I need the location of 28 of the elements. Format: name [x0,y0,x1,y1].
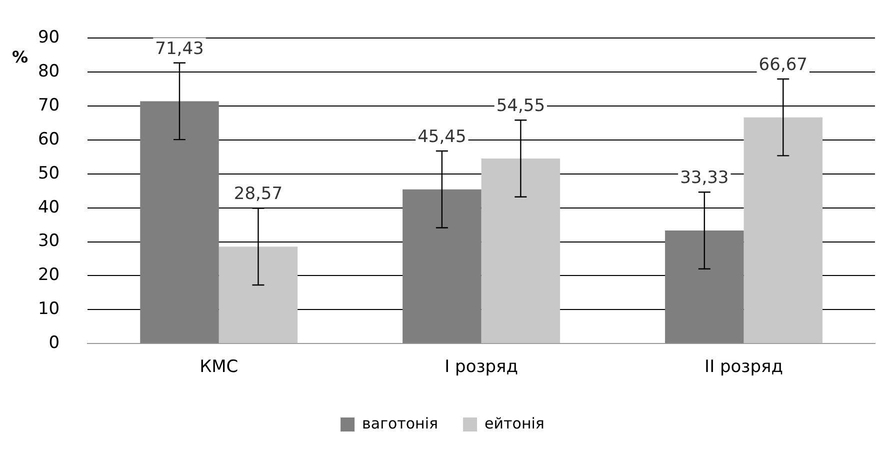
bar [218,246,298,344]
y-tick-label: 50 [38,163,60,184]
data-label: 45,45 [418,126,466,147]
bar [402,189,482,344]
y-tick-label: 30 [38,231,60,252]
data-label: 66,67 [758,54,808,75]
legend-label: ваготонія [362,414,438,432]
bar [744,117,823,344]
y-tick-label: 90 [38,28,60,48]
y-tick-label: 60 [38,129,60,150]
bar [481,158,560,344]
y-tick-label: 0 [48,333,60,354]
x-tick-label: II розряд [704,357,783,378]
x-tick-label: I розряд [444,357,518,378]
legend-label: ейтонія [484,414,544,432]
y-tick-label: 70 [38,95,60,116]
data-label: 71,43 [155,38,204,59]
y-tick-label: 10 [38,299,60,320]
data-label: 28,57 [234,184,283,204]
y-tick-label: 40 [38,197,60,218]
data-label: 33,33 [680,168,729,188]
data-label: 54,55 [496,96,546,116]
y-tick-label: 20 [38,265,60,286]
y-tick-label: 80 [38,62,60,82]
x-tick-label: КМС [200,357,238,378]
y-axis-title: % [12,47,28,66]
bar [665,230,744,344]
bar [140,101,219,344]
